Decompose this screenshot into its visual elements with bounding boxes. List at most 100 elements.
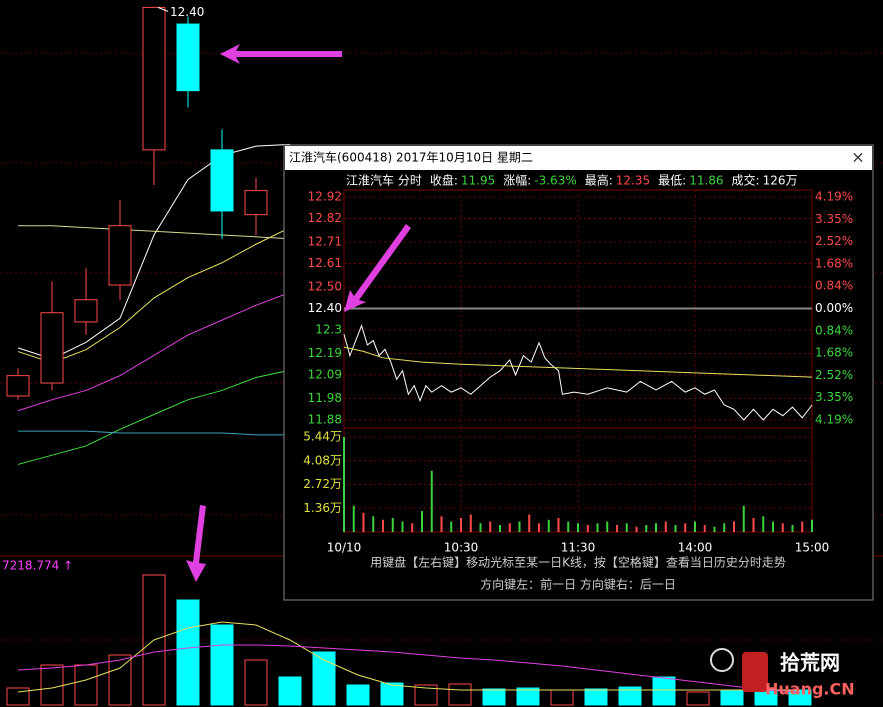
y-tick-label: 12.19 [308,346,342,360]
y2-tick-label: 0.00% [815,301,853,315]
volume-indicator-label: 7218.774 ↑ [2,559,73,573]
volume-bar [538,523,540,532]
volume-bar [460,518,462,532]
volume-bar [733,521,735,532]
volume-bar [508,523,511,532]
volume-bar [343,437,345,532]
volume-bar [518,521,521,532]
volume-bar [346,684,370,706]
y2-tick-label: 0.84% [815,323,853,337]
label-leader [157,6,169,12]
y-tick-label: 12.50 [308,280,342,294]
candle-body [40,312,64,384]
y2-tick-label: 4.19% [815,190,853,204]
candle-body [108,225,132,286]
y-tick-label: 11.88 [308,413,342,427]
volume-bar [811,519,813,532]
volume-bar [720,689,744,706]
volume-average [17,621,800,693]
moving-average [17,291,291,412]
volume-bar [664,521,667,532]
intraday-popup: 江淮汽车(600418) 2017年10月10日 星期二 × 江淮汽车 分时 收盘… [283,144,874,601]
volume-bar [479,523,482,532]
x-tick-label: 10:30 [444,541,479,555]
volume-bar [801,521,804,532]
volume-bar [703,525,706,532]
y-tick-label: 12.92 [308,190,342,204]
volume-tick-label: 4.08万 [303,453,342,467]
volume-bar [645,525,648,532]
x-tick-label: 11:30 [561,541,596,555]
watermark-site: 拾荒网 [780,651,840,675]
volume-bar [74,664,98,706]
header-field: 11.95 [461,174,495,188]
y-tick-label: 12.82 [308,211,342,225]
volume-bar [469,514,472,532]
volume-bar [528,514,531,532]
y-tick-label: 12.71 [308,235,342,249]
close-button[interactable]: × [851,148,864,167]
volume-bar [362,512,365,532]
volume-bar [791,525,794,532]
y2-tick-label: 4.19% [815,413,853,427]
y-tick-label: 11.98 [308,391,342,405]
volume-bar [577,523,579,532]
volume-bar [616,525,618,532]
price-line [343,324,813,421]
volume-bar [421,511,423,532]
volume-bar [547,519,550,532]
volume-bar [499,525,501,532]
volume-bar [567,521,570,532]
volume-bar [411,523,414,532]
x-tick-label: 15:00 [795,541,830,555]
popup-title: 江淮汽车(600418) 2017年10月10日 星期二 [289,150,533,165]
volume-bar [686,691,710,706]
volume-bar [723,523,726,532]
volume-bar [762,516,765,532]
volume-bar [584,688,608,706]
volume-bar [652,676,676,706]
volume-bar [596,523,599,532]
candle-body [6,375,30,397]
volume-average [17,644,801,693]
volume-bar [557,518,560,532]
header-field: 最高: [585,173,613,188]
volume-bar [489,521,492,532]
candle-body [176,23,200,92]
y-tick-label: 12.61 [308,256,342,270]
header-field: 最低: [658,174,686,188]
volume-bar [210,624,234,706]
header-field: 江淮汽车 分时 [346,173,422,188]
volume-bar [655,523,657,532]
candle-body [244,190,268,216]
y2-tick-label: 1.68% [815,346,853,360]
moving-average [18,225,291,240]
volume-bar [176,599,200,706]
candle-body [142,6,166,151]
volume-bar [772,521,774,532]
arrow [344,224,411,312]
header-field: 11.86 [689,174,723,188]
annotations [186,44,411,582]
volume-bar [482,688,506,706]
volume-bar [414,684,438,706]
arrow [186,505,206,582]
volume-bar [382,519,384,532]
volume-bar [244,659,268,706]
volume-bar [781,523,784,532]
y2-tick-label: 3.35% [815,212,853,226]
logo-badge [742,652,768,692]
volume-bar [606,521,609,532]
kline-panel: 12.40 [0,5,883,706]
volume-bar [516,687,540,706]
volume-bar [391,518,394,532]
y2-tick-label: 2.52% [815,234,853,248]
volume-bar [550,689,574,706]
watermark: 拾荒网 Huang.CN [710,648,855,699]
header-field: 涨幅: [503,173,531,188]
header-field: 收盘: [430,173,458,188]
footer-hint: 用键盘【左右键】移动光标至某一日K线，按【空格键】查看当日历史分时走势 [370,555,786,570]
volume-tick-label: 2.72万 [303,477,342,491]
